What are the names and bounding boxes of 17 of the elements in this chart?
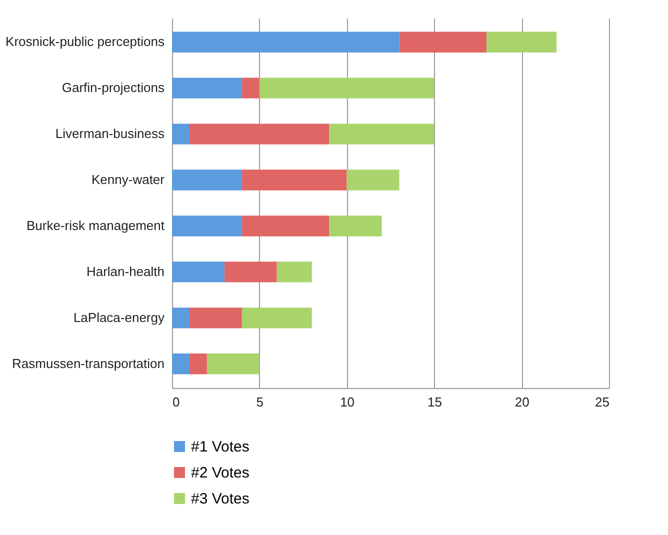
- legend-label: #3 Votes: [191, 490, 250, 508]
- x-tick-label: 0: [172, 394, 180, 410]
- x-tick-label: 25: [595, 394, 610, 410]
- x-tick-label: 10: [340, 394, 355, 410]
- legend-label: #2 Votes: [191, 464, 250, 482]
- y-tick-label: LaPlaca-energy: [73, 310, 165, 325]
- y-tick-label: Harlan-health: [86, 264, 164, 279]
- y-tick-label: Kenny-water: [92, 172, 166, 188]
- y-tick-label: Krosnick-public perceptions: [6, 34, 165, 50]
- y-tick-label: Garfin-projections: [62, 80, 165, 96]
- y-tick-label: Burke-risk management: [26, 218, 165, 233]
- y-tick-label: Rasmussen-transportation: [12, 356, 164, 371]
- y-tick-label: Liverman-business: [55, 126, 165, 142]
- x-tick-label: 5: [256, 394, 264, 410]
- legend-label: #1 Votes: [191, 438, 250, 456]
- x-tick-label: 15: [427, 394, 442, 410]
- x-tick-label: 20: [514, 394, 530, 410]
